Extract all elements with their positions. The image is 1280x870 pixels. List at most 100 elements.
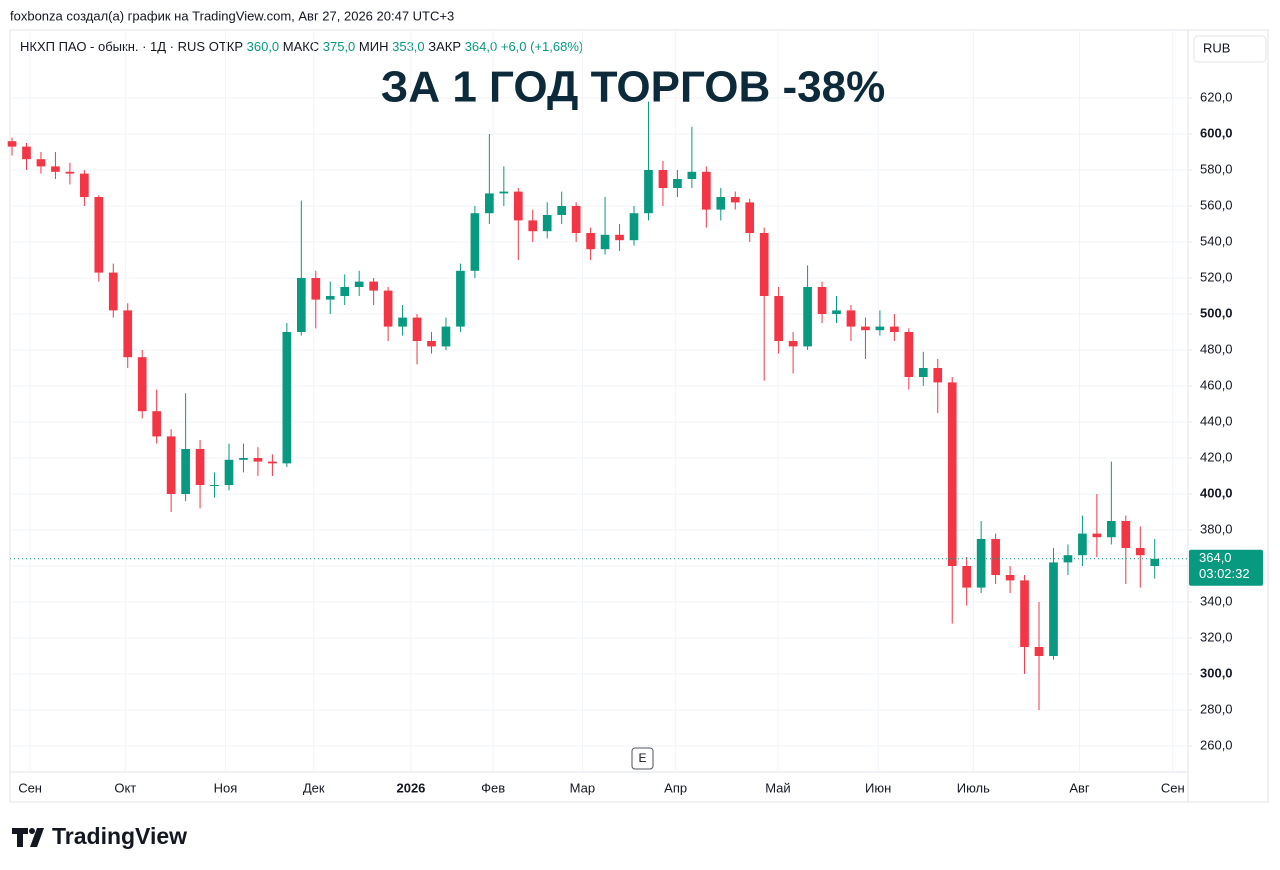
candle-body	[80, 173, 89, 197]
candle-body	[1150, 558, 1160, 566]
quote-field-value: 353,0	[392, 39, 425, 54]
x-tick-label: Май	[765, 780, 790, 795]
x-tick-label: Июн	[865, 780, 891, 795]
y-tick-label: 620,0	[1200, 89, 1233, 104]
candle-body	[701, 171, 711, 210]
candle-body	[513, 191, 523, 221]
candle-body	[846, 310, 856, 327]
y-tick-label: 460,0	[1200, 377, 1233, 392]
candle-body	[615, 234, 624, 241]
y-tick-label: 260,0	[1200, 737, 1233, 752]
candle-body	[340, 287, 350, 296]
y-tick-label: 300,0	[1200, 665, 1233, 680]
candle-body	[904, 332, 914, 377]
candle-body	[22, 146, 31, 160]
candle-body	[933, 368, 943, 383]
y-tick-label: 540,0	[1200, 233, 1233, 248]
currency-button[interactable]	[1193, 35, 1267, 63]
y-tick-label: 320,0	[1200, 629, 1233, 644]
candle-body	[152, 411, 162, 437]
candle-body	[716, 197, 726, 210]
grid: 260,0 280,0 300,0 320,0 340,0 360,0 380,0 400,0…	[10, 30, 1233, 795]
x-tick-label: Мар	[570, 780, 595, 795]
x-tick-label: Дек	[303, 780, 325, 795]
candle-body	[788, 341, 798, 347]
candle-body	[166, 436, 176, 494]
candle-body	[224, 459, 234, 485]
candle-body	[571, 206, 581, 233]
candle-body	[1034, 647, 1044, 656]
candle-body	[1078, 533, 1087, 556]
x-tick-label: Сен	[1161, 780, 1185, 795]
candle-body	[759, 233, 769, 296]
y-tick-label: 580,0	[1200, 161, 1233, 176]
x-tick-label: 2026	[396, 780, 425, 795]
candles: 364,003:02:32	[7, 101, 1263, 710]
candle-body	[123, 310, 133, 358]
candle-body	[470, 213, 480, 271]
candle-body	[918, 368, 928, 377]
event-marker-box[interactable]	[631, 747, 654, 770]
y-tick-label: 600,0	[1200, 125, 1233, 140]
candle-body	[7, 141, 17, 147]
candle-body	[586, 233, 595, 250]
candle-body	[774, 296, 783, 341]
candle-body	[1092, 533, 1102, 538]
countdown: 03:02:32	[1199, 566, 1250, 581]
chart-title: ЗА 1 ГОД ТОРГОВ -38%	[381, 63, 886, 112]
candle-body	[296, 278, 306, 332]
candle-body	[861, 326, 870, 331]
x-tick-label: Сен	[18, 780, 42, 795]
candle-body	[195, 449, 205, 485]
candle-body	[687, 171, 697, 179]
candle-body	[962, 566, 972, 588]
candle-body	[1049, 562, 1058, 656]
candle-body	[427, 341, 436, 347]
last-price-box	[1189, 549, 1263, 586]
candle-body	[383, 290, 393, 327]
candle-body	[730, 197, 740, 203]
y-tick-label: 400,0	[1200, 485, 1233, 500]
candle-body	[499, 191, 509, 194]
event-marker[interactable]: E	[638, 751, 646, 765]
x-tick-label: Апр	[664, 780, 687, 795]
quote-change: +6,0 (+1,68%)	[501, 39, 583, 54]
candle-body	[239, 458, 248, 460]
candle-body	[65, 171, 75, 174]
candle-body	[311, 278, 321, 300]
candle-body	[1121, 521, 1131, 548]
chart-frame	[9, 29, 1269, 803]
candle-body	[803, 287, 812, 347]
candle-body	[137, 357, 147, 412]
y-tick-label: 440,0	[1200, 413, 1233, 428]
quote-field-value: 375,0	[323, 39, 356, 54]
candle-body	[108, 272, 118, 311]
candle-body	[890, 326, 899, 332]
candle-body	[976, 539, 986, 588]
candle-body	[36, 159, 46, 167]
candle-body	[412, 317, 422, 341]
candle-body	[991, 539, 1000, 575]
candle-body	[1135, 548, 1145, 556]
candle-body	[542, 215, 552, 232]
quote-line: НКХП ПАО - обыкн. · 1Д · RUS ОТКР 360,0 …	[20, 39, 583, 54]
candle-body	[947, 382, 957, 566]
candle-body	[600, 234, 610, 250]
candle-body	[369, 281, 378, 291]
currency[interactable]: RUB	[1203, 40, 1230, 55]
quote-field-name: МАКС	[283, 39, 319, 54]
candle-body	[456, 270, 465, 327]
candle-body	[485, 193, 494, 214]
candle-body	[817, 287, 827, 314]
quote-field-name: ЗАКР	[428, 39, 461, 54]
last-price-label: 364,0	[1199, 550, 1232, 565]
candle-body	[51, 166, 60, 172]
y-tick-label: 280,0	[1200, 701, 1233, 716]
candle-body	[1020, 580, 1029, 647]
quote-field-value: 360,0	[247, 39, 280, 54]
candle-body	[268, 461, 277, 464]
y-tick-label: 560,0	[1200, 197, 1233, 212]
x-tick-label: Июль	[957, 780, 990, 795]
candle-body	[253, 458, 263, 462]
candle-body	[1005, 575, 1015, 581]
